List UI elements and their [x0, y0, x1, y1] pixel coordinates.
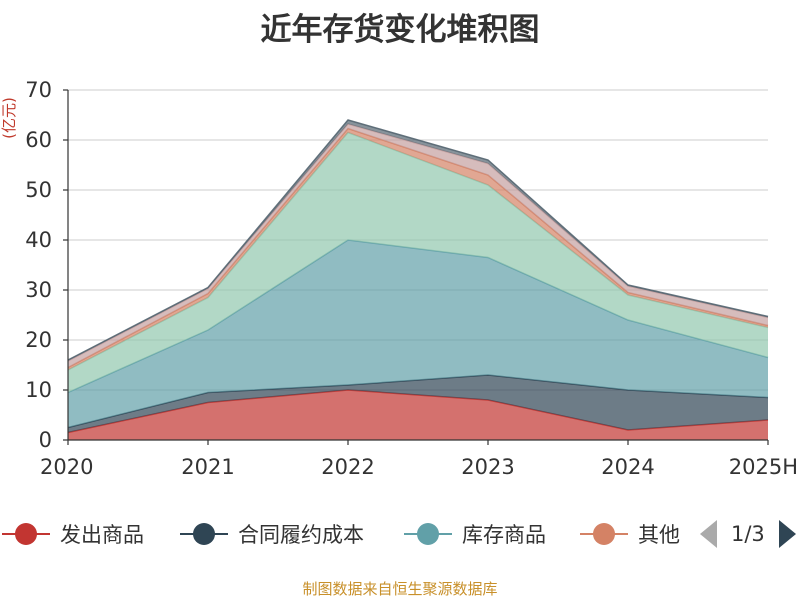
- legend-next-page-icon[interactable]: [778, 520, 796, 548]
- x-tick-label: 2020: [40, 455, 93, 479]
- area-series-4: [68, 132, 768, 393]
- x-tick-label: 2022: [321, 455, 374, 479]
- chart-title: 近年存货变化堆积图: [260, 12, 540, 48]
- legend-item[interactable]: 其他: [580, 512, 680, 556]
- legend-label: 库存商品: [462, 523, 546, 547]
- legend-prev-page-icon[interactable]: [700, 520, 717, 548]
- x-tick-label: 2024: [601, 455, 654, 479]
- legend-item[interactable]: 发出商品: [2, 512, 144, 556]
- legend-marker-icon: [580, 523, 628, 545]
- axes: 0 10 20 30 40 50 60 70 2020 2021 2022 2023 2024 2025H: [25, 78, 798, 479]
- legend-page-indicator: 1/3: [731, 522, 765, 546]
- data-source-note: 制图数据来自恒生聚源数据库: [302, 580, 498, 598]
- legend-item[interactable]: 库存商品: [404, 512, 546, 556]
- y-tick-label: 0: [39, 428, 52, 452]
- legend-label: 发出商品: [60, 523, 144, 547]
- y-tick-label: 60: [25, 128, 52, 152]
- area-series: [67, 119, 769, 440]
- area-series-1: [68, 390, 768, 440]
- legend-label: 其他: [638, 523, 680, 547]
- legend-marker-icon: [2, 523, 50, 545]
- series-line-7: [67, 119, 769, 361]
- y-axis-label: (亿元): [0, 97, 18, 139]
- legend-item[interactable]: 合同履约成本: [180, 512, 364, 556]
- area-series-3: [68, 240, 768, 428]
- x-tick-label: 2025H: [729, 455, 798, 479]
- stacked-area-chart: 0 10 20 30 40 50 60 70 2020 2021 2022 2023 2024 2025H…: [0, 78, 798, 479]
- legend: 发出商品 合同履约成本 库存商品 其他 1/3: [0, 512, 800, 556]
- y-tick-label: 20: [25, 328, 52, 352]
- y-tick-label: 30: [25, 278, 52, 302]
- y-tick-label: 10: [25, 378, 52, 402]
- x-tick-label: 2021: [181, 455, 234, 479]
- y-tick-label: 50: [25, 178, 52, 202]
- legend-pager: 1/3: [700, 512, 796, 556]
- legend-marker-icon: [180, 523, 228, 545]
- y-tick-label: 40: [25, 228, 52, 252]
- legend-label: 合同履约成本: [238, 523, 364, 547]
- x-tick-label: 2023: [461, 455, 514, 479]
- area-series-2: [68, 375, 768, 433]
- legend-marker-icon: [404, 523, 452, 545]
- y-tick-label: 70: [25, 78, 52, 102]
